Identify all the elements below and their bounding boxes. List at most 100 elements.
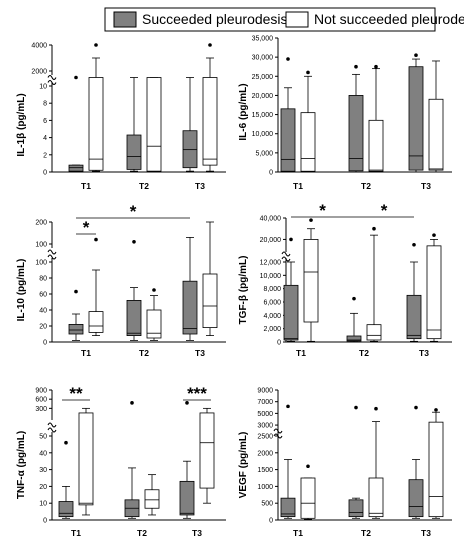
ylabel-il6: IL-6 (pg/mL) xyxy=(238,83,249,140)
box-not-succeeded-t3 xyxy=(199,407,215,504)
axis-break xyxy=(281,256,291,262)
box-body xyxy=(126,134,142,170)
box-body xyxy=(146,77,162,172)
box-body xyxy=(68,164,84,172)
category-label-t3: T3 xyxy=(421,181,431,191)
y-tick-label: 2,000 xyxy=(263,326,281,333)
outlier-point xyxy=(306,464,310,469)
outlier-point xyxy=(374,64,378,69)
legend-label-not-succeeded: Not succeeded pleurodesis xyxy=(314,11,464,27)
box-succeeded-t2 xyxy=(126,240,142,341)
category-label-t1: T1 xyxy=(71,528,81,538)
y-tick-label: 12,000 xyxy=(260,260,282,267)
y-tick-label: 6 xyxy=(43,118,47,125)
box-succeeded-t1 xyxy=(280,57,296,173)
box-succeeded-t3 xyxy=(406,242,422,342)
box-body xyxy=(348,499,364,518)
y-tick-label: 4 xyxy=(43,135,47,142)
box-not-succeeded-t1 xyxy=(88,237,104,337)
outlier-point xyxy=(132,240,136,244)
category-label-t2: T2 xyxy=(139,348,149,358)
box-body xyxy=(126,299,142,336)
category-label-t1: T1 xyxy=(293,528,303,538)
box-not-succeeded-t1 xyxy=(300,70,316,173)
axis-break xyxy=(47,254,57,260)
outlier-point xyxy=(74,75,78,80)
box-body xyxy=(368,119,384,172)
box-body xyxy=(146,309,162,339)
outlier-point xyxy=(434,408,438,412)
outlier-point xyxy=(94,237,98,242)
y-tick-label: 300 xyxy=(35,406,47,413)
y-tick-label: 60 xyxy=(39,292,47,299)
box-body xyxy=(366,324,382,341)
box-body xyxy=(182,130,198,169)
box-not-succeeded-t1 xyxy=(88,43,104,172)
significance-mark: * xyxy=(381,201,388,220)
category-label-t1: T1 xyxy=(296,348,306,358)
legend-swatch-not-succeeded xyxy=(285,11,309,28)
box-not-succeeded-t3 xyxy=(426,233,442,342)
box-body xyxy=(68,323,84,335)
box-body xyxy=(283,284,299,341)
box-body xyxy=(179,480,195,516)
y-tick-label: 8 xyxy=(43,101,47,108)
y-tick-label: 6,000 xyxy=(263,300,281,307)
box-succeeded-t3 xyxy=(182,77,198,172)
box-body xyxy=(202,273,218,328)
panel-0: 0 2 4 6 8 10 2000 4000 T1 T2 T3 xyxy=(31,43,226,191)
panel-5: 0 500 1000 1500 2000 2500 3000 5000 7000 9000 T1 T2… xyxy=(257,388,452,538)
box-not-succeeded-t3 xyxy=(428,60,444,173)
y-tick-label: 9000 xyxy=(257,388,273,395)
outlier-point xyxy=(374,406,378,411)
y-tick-label: 0 xyxy=(43,170,47,177)
box-not-succeeded-t1 xyxy=(78,407,94,516)
box-succeeded-t3 xyxy=(408,405,424,519)
y-tick-label: 200 xyxy=(35,220,47,227)
y-tick-label: 30,000 xyxy=(252,55,274,62)
y-tick-label: 35,000 xyxy=(252,36,274,43)
box-succeeded-t3 xyxy=(408,53,424,173)
category-label-t1: T1 xyxy=(81,348,91,358)
box-body xyxy=(280,497,296,518)
axis-break xyxy=(47,422,57,428)
ylabel-il10: IL-10 (pg/mL) xyxy=(16,259,27,322)
y-tick-label: 8,000 xyxy=(263,286,281,293)
y-tick-label: 1500 xyxy=(257,467,273,474)
box-body xyxy=(428,98,444,171)
y-tick-label: 50 xyxy=(39,434,47,441)
outlier-point xyxy=(372,226,376,231)
box-body xyxy=(202,77,218,166)
outlier-point xyxy=(306,70,310,75)
box-body xyxy=(348,95,364,172)
category-label-t2: T2 xyxy=(359,348,369,358)
significance-mark: * xyxy=(319,201,326,220)
outlier-point xyxy=(185,401,189,405)
box-not-succeeded-t3 xyxy=(202,43,218,172)
y-tick-label: 0 xyxy=(277,340,281,347)
box-body xyxy=(199,412,215,489)
y-tick-label: 2000 xyxy=(257,450,273,457)
legend-swatch-succeeded xyxy=(113,11,137,28)
box-body xyxy=(88,77,104,171)
box-not-succeeded-t2 xyxy=(146,288,162,341)
ylabel-vegf: VEGF (pg/mL) xyxy=(238,432,249,499)
box-body xyxy=(144,489,160,509)
y-tick-label: 4000 xyxy=(31,43,47,50)
box-succeeded-t1 xyxy=(280,404,296,519)
y-tick-label: 100 xyxy=(35,242,47,249)
y-tick-label: 10,000 xyxy=(260,273,282,280)
box-body xyxy=(406,294,422,340)
category-label-t3: T3 xyxy=(192,528,202,538)
axis-break xyxy=(47,249,57,255)
box-succeeded-t1 xyxy=(68,75,84,172)
significance-mark: *** xyxy=(187,384,207,403)
box-body xyxy=(346,335,362,342)
box-body xyxy=(426,245,442,340)
box-not-succeeded-t1 xyxy=(303,218,319,342)
legend-frame xyxy=(104,7,436,32)
box-body xyxy=(58,501,74,518)
box-not-succeeded-t2 xyxy=(368,64,384,173)
outlier-point xyxy=(130,401,134,405)
